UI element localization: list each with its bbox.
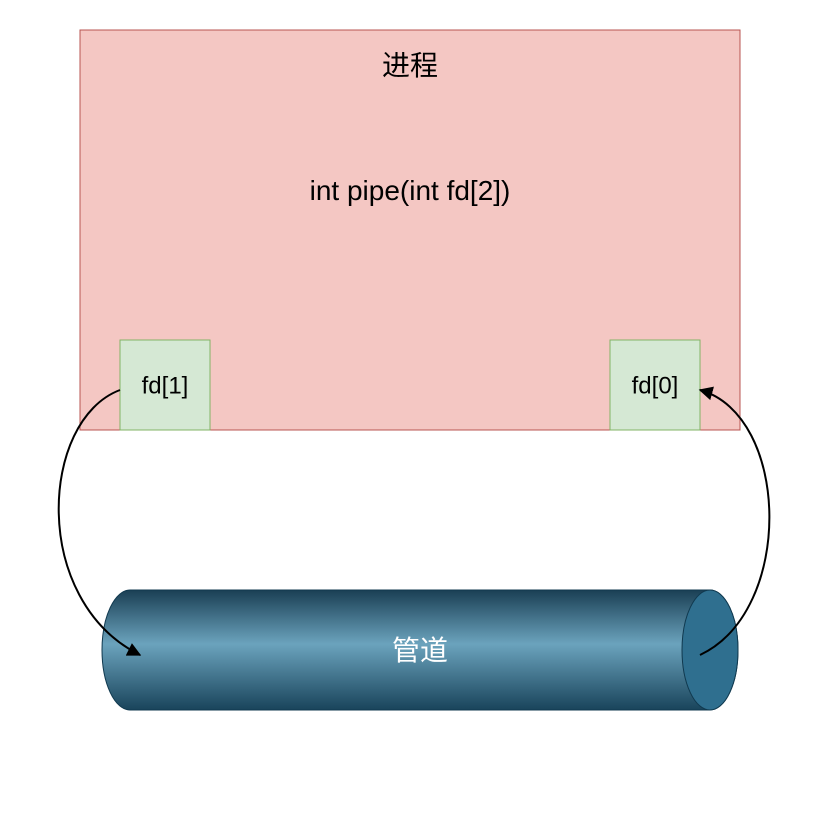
fd-box-label: fd[1] (142, 372, 189, 399)
fd-box-label: fd[0] (632, 372, 679, 399)
pipe-cylinder: 管道 (102, 590, 738, 710)
process-code-text: int pipe(int fd[2]) (310, 175, 511, 206)
pipe-diagram: 进程 int pipe(int fd[2]) fd[1] fd[0] 管道 (0, 0, 823, 817)
process-title: 进程 (382, 50, 438, 81)
cylinder-label: 管道 (392, 635, 448, 666)
